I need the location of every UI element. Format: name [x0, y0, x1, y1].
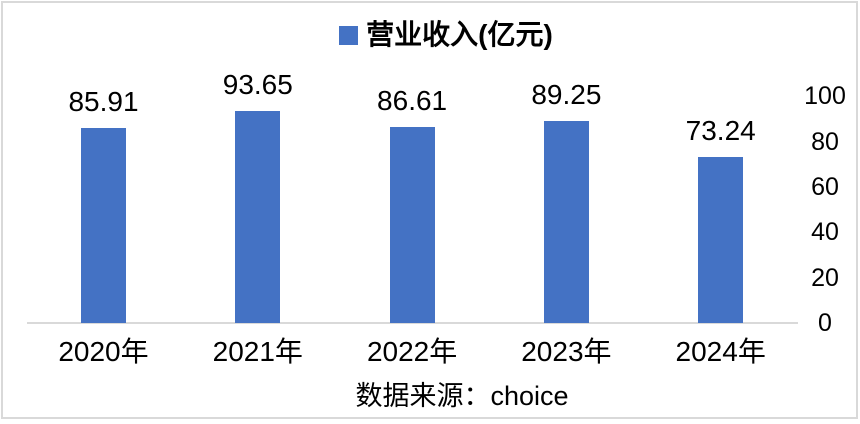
legend-entry: 营业收入(亿元) [339, 21, 553, 49]
bar-2021年 [235, 110, 281, 323]
data-label: 89.25 [531, 78, 602, 110]
y-axis-tick-label: 60 [811, 172, 839, 201]
legend: 营业收入(亿元) [0, 21, 860, 49]
y-axis-tick-label: 0 [818, 309, 832, 337]
x-axis-line [27, 322, 798, 324]
legend-label: 营业收入(亿元) [366, 19, 553, 50]
bar-2020年 [81, 128, 126, 323]
data-label: 86.61 [377, 84, 448, 116]
bar-2022年 [389, 126, 435, 323]
legend-swatch-icon [339, 25, 359, 45]
y-axis-tick-label: 20 [811, 263, 839, 292]
bar-2024年 [698, 156, 744, 323]
bar-2023年 [543, 120, 589, 323]
source-caption: 数据来源：choice [355, 381, 569, 411]
x-axis-label: 2023年 [521, 336, 612, 367]
y-axis-tick-label: 100 [804, 82, 846, 111]
x-axis-label: 2021年 [212, 336, 303, 367]
x-axis-label: 2024年 [675, 336, 766, 367]
y-axis-tick-label: 80 [811, 127, 839, 156]
x-axis-label: 2022年 [366, 336, 458, 367]
data-label: 73.24 [685, 114, 756, 146]
x-axis-label: 2020年 [58, 336, 149, 367]
data-label: 85.91 [68, 86, 139, 118]
data-label: 93.65 [222, 68, 293, 100]
y-axis-tick-label: 40 [811, 218, 839, 247]
